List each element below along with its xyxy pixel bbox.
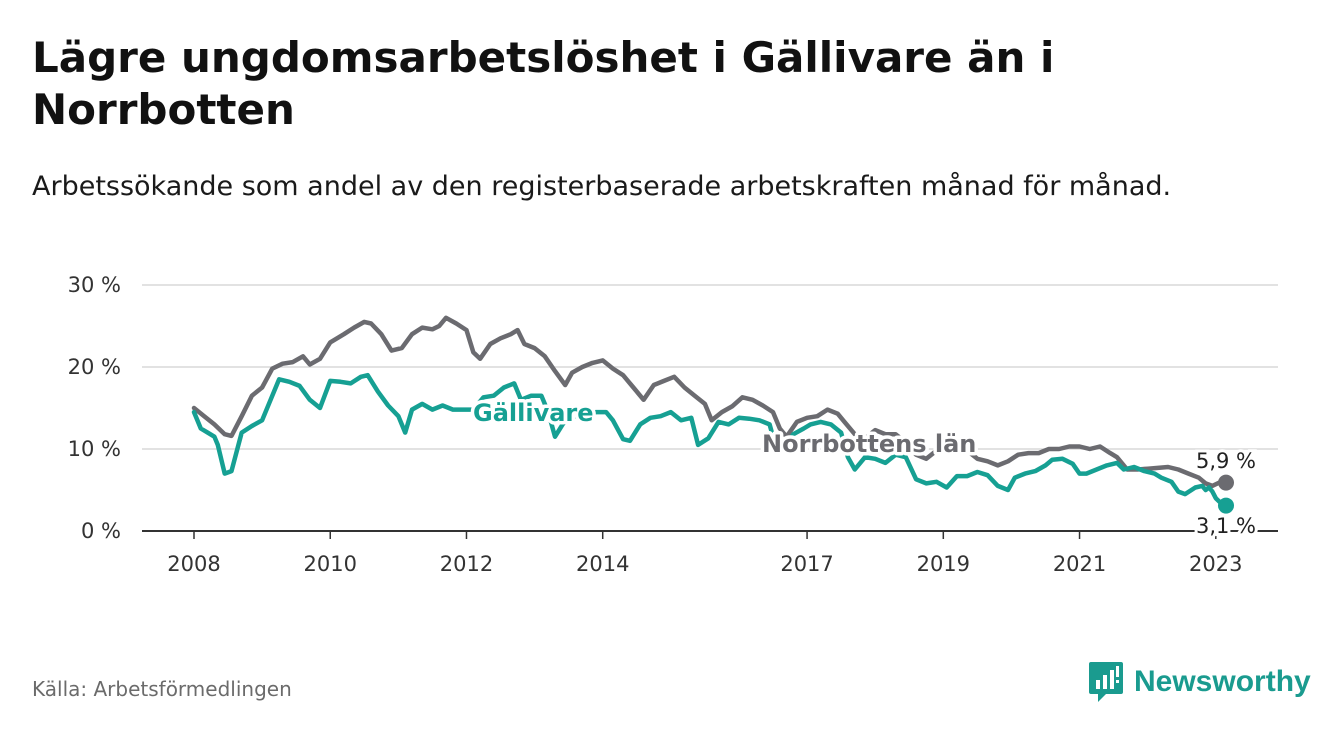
y-tick-label: 10 % — [68, 437, 121, 461]
series-label-gallivare: Gällivare — [473, 399, 594, 427]
line-chart: 0 % 10 % 20 % 30 % 2008 2010 2012 2014 2017 2019… — [68, 273, 1278, 576]
series-labels: Gällivare Norrbottens län 5,9 % 3,1 % — [470, 396, 1260, 542]
x-tick-label: 2010 — [304, 552, 357, 576]
chart-title: Lägre ungdomsarbetslöshet i Gällivare än… — [32, 33, 1055, 134]
series-line-norrbotten — [191, 315, 1229, 489]
y-tick-label: 30 % — [68, 273, 121, 297]
x-tick-label: 2019 — [917, 552, 970, 576]
chart-subtitle: Arbetssökande som andel av den registerb… — [32, 171, 1172, 202]
x-tick-label: 2008 — [167, 552, 220, 576]
series-label-norrbotten: Norrbottens län — [762, 430, 976, 458]
series-line-gallivare — [191, 372, 1229, 508]
brand-name: Newsworthy — [1134, 665, 1311, 698]
x-tick-label: 2014 — [576, 552, 629, 576]
end-label-gallivare: 3,1 % — [1196, 514, 1256, 538]
end-point-gallivare — [1218, 497, 1234, 514]
end-point-norrbotten — [1218, 474, 1234, 491]
brand-logo[interactable]: Newsworthy — [1088, 660, 1311, 704]
x-tick-label: 2017 — [780, 552, 833, 576]
series-lines — [191, 315, 1234, 514]
y-tick-label: 20 % — [68, 355, 121, 379]
end-label-norrbotten: 5,9 % — [1196, 449, 1256, 473]
y-axis-ticks: 0 % 10 % 20 % 30 % — [68, 273, 121, 543]
source-note: Källa: Arbetsförmedlingen — [32, 677, 292, 701]
gridlines — [142, 284, 1278, 532]
newsworthy-logo-icon — [1089, 662, 1123, 702]
x-tick-label: 2021 — [1053, 552, 1106, 576]
x-axis-ticks: 2008 2010 2012 2014 2017 2019 2021 2023 — [167, 531, 1243, 576]
x-tick-label: 2012 — [440, 552, 493, 576]
x-tick-label: 2023 — [1189, 552, 1242, 576]
y-tick-label: 0 % — [81, 519, 121, 543]
